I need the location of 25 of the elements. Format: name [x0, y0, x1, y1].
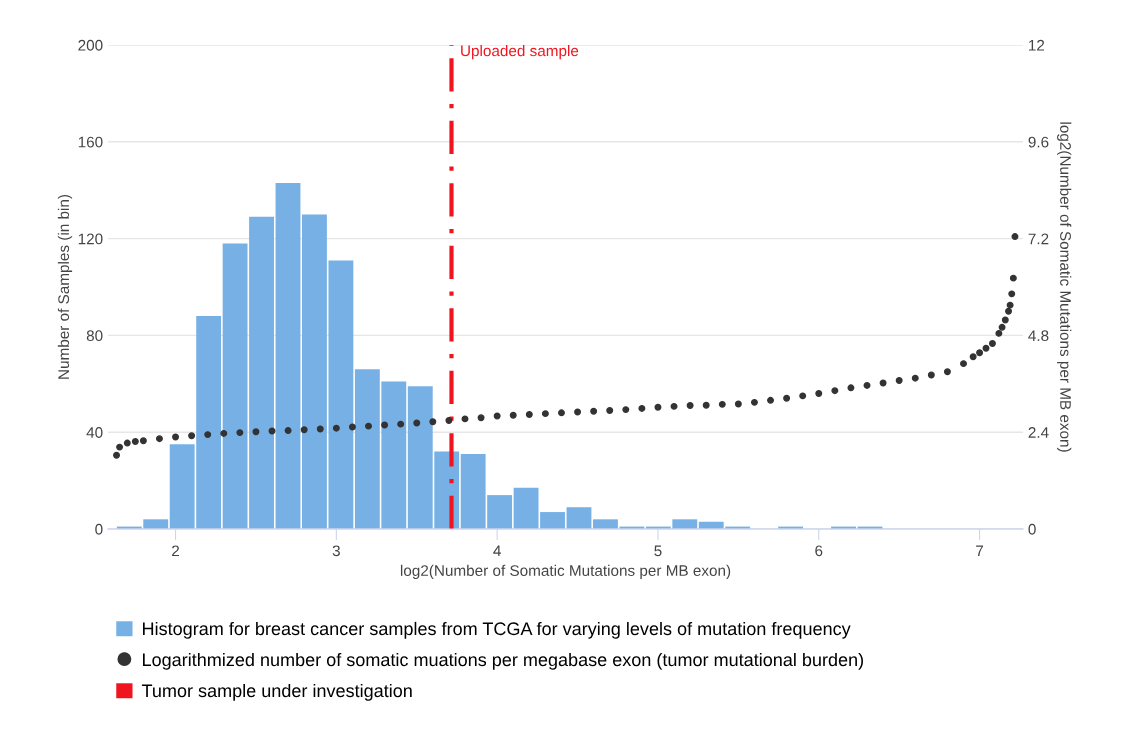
legend-label: Histogram for breast cancer samples from TCGA for varying levels of mutation frequency [143, 621, 851, 639]
x-tick-label: 3 [332, 545, 340, 557]
x-tick-label: 2 [172, 545, 180, 557]
y2-axis-title: log2(Number of Somatic Mutations per MB exon) [1057, 122, 1072, 452]
y-tick-label: 120 [78, 233, 103, 245]
y2-tick-label: 4.8 [1028, 330, 1049, 342]
y-axis-title: Number of Samples (in bin) [57, 194, 73, 379]
ref-line-label: Uploaded sample [461, 45, 579, 60]
y2-tick-label: 12 [1029, 39, 1045, 51]
text: Tumor sample under investigation [141, 683, 412, 701]
y-tick-label: 160 [78, 136, 103, 148]
y-tick-label: 80 [86, 330, 103, 342]
x-tick-label: 4 [493, 545, 501, 557]
y-tick-label: 40 [86, 427, 103, 438]
y-tick-label: 200 [78, 39, 103, 51]
y2-tick-label: 0 [1028, 523, 1036, 535]
legend-label: Logarithmized number of somatic muations per megabase exon (tumor mutational burden) [143, 652, 863, 670]
y2-tick-label: 2.4 [1028, 427, 1049, 438]
x-tick-label: 6 [815, 545, 823, 557]
x-tick-label: 7 [976, 545, 984, 557]
x-axis-title: log2(Number of Somatic Mutations per MB exon) [400, 564, 731, 580]
y2-tick-label: 9.6 [1028, 136, 1049, 148]
y-tick-label: 0 [95, 523, 103, 535]
y2-tick-label: 7.2 [1028, 233, 1049, 245]
x-tick-label: 5 [654, 545, 662, 557]
